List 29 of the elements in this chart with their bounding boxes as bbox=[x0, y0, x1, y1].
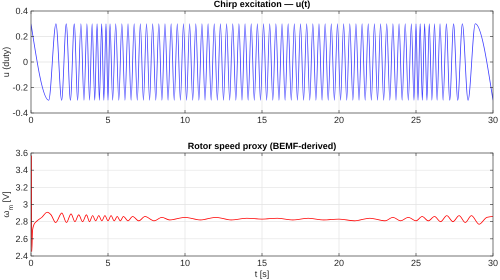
x-tick-label: 5 bbox=[105, 115, 111, 125]
x-tick-label: 30 bbox=[488, 258, 498, 268]
y-tick-label: 0 bbox=[22, 57, 28, 67]
y-tick-label: -0.2 bbox=[12, 82, 28, 92]
y-tick-label: 3 bbox=[22, 200, 28, 210]
x-tick-label: 5 bbox=[105, 258, 111, 268]
x-tick-label: 25 bbox=[410, 115, 422, 125]
x-tick-label: 20 bbox=[334, 258, 344, 268]
x-tick-label: 15 bbox=[256, 115, 268, 125]
x-tick-label: 10 bbox=[180, 115, 190, 125]
x-axis-title: t [s] bbox=[254, 269, 270, 279]
chart-title: Rotor speed proxy (BEMF-derived) bbox=[188, 141, 336, 151]
x-tick-label: 15 bbox=[256, 258, 268, 268]
line-series bbox=[31, 155, 493, 252]
y-tick-label: 2.6 bbox=[15, 234, 28, 244]
y-tick-label: 3.4 bbox=[15, 165, 28, 176]
y-tick-label: 2.8 bbox=[15, 216, 28, 227]
y-tick-label: 3.6 bbox=[15, 148, 28, 158]
x-tick-label: 30 bbox=[488, 115, 498, 125]
y-tick-label: 3.2 bbox=[15, 182, 28, 192]
y-tick-label: 0.4 bbox=[15, 6, 28, 16]
x-tick-label: 25 bbox=[410, 258, 422, 268]
y-tick-label: 0.2 bbox=[15, 32, 28, 42]
x-tick-label: 20 bbox=[334, 115, 344, 125]
y-tick-label: 2.4 bbox=[15, 251, 28, 261]
chart-title: Chirp excitation — u(t) bbox=[214, 0, 310, 9]
y-tick-label: -0.4 bbox=[12, 108, 28, 118]
x-tick-label: 10 bbox=[180, 258, 190, 268]
y-axis-title: u (duty) bbox=[1, 46, 11, 78]
